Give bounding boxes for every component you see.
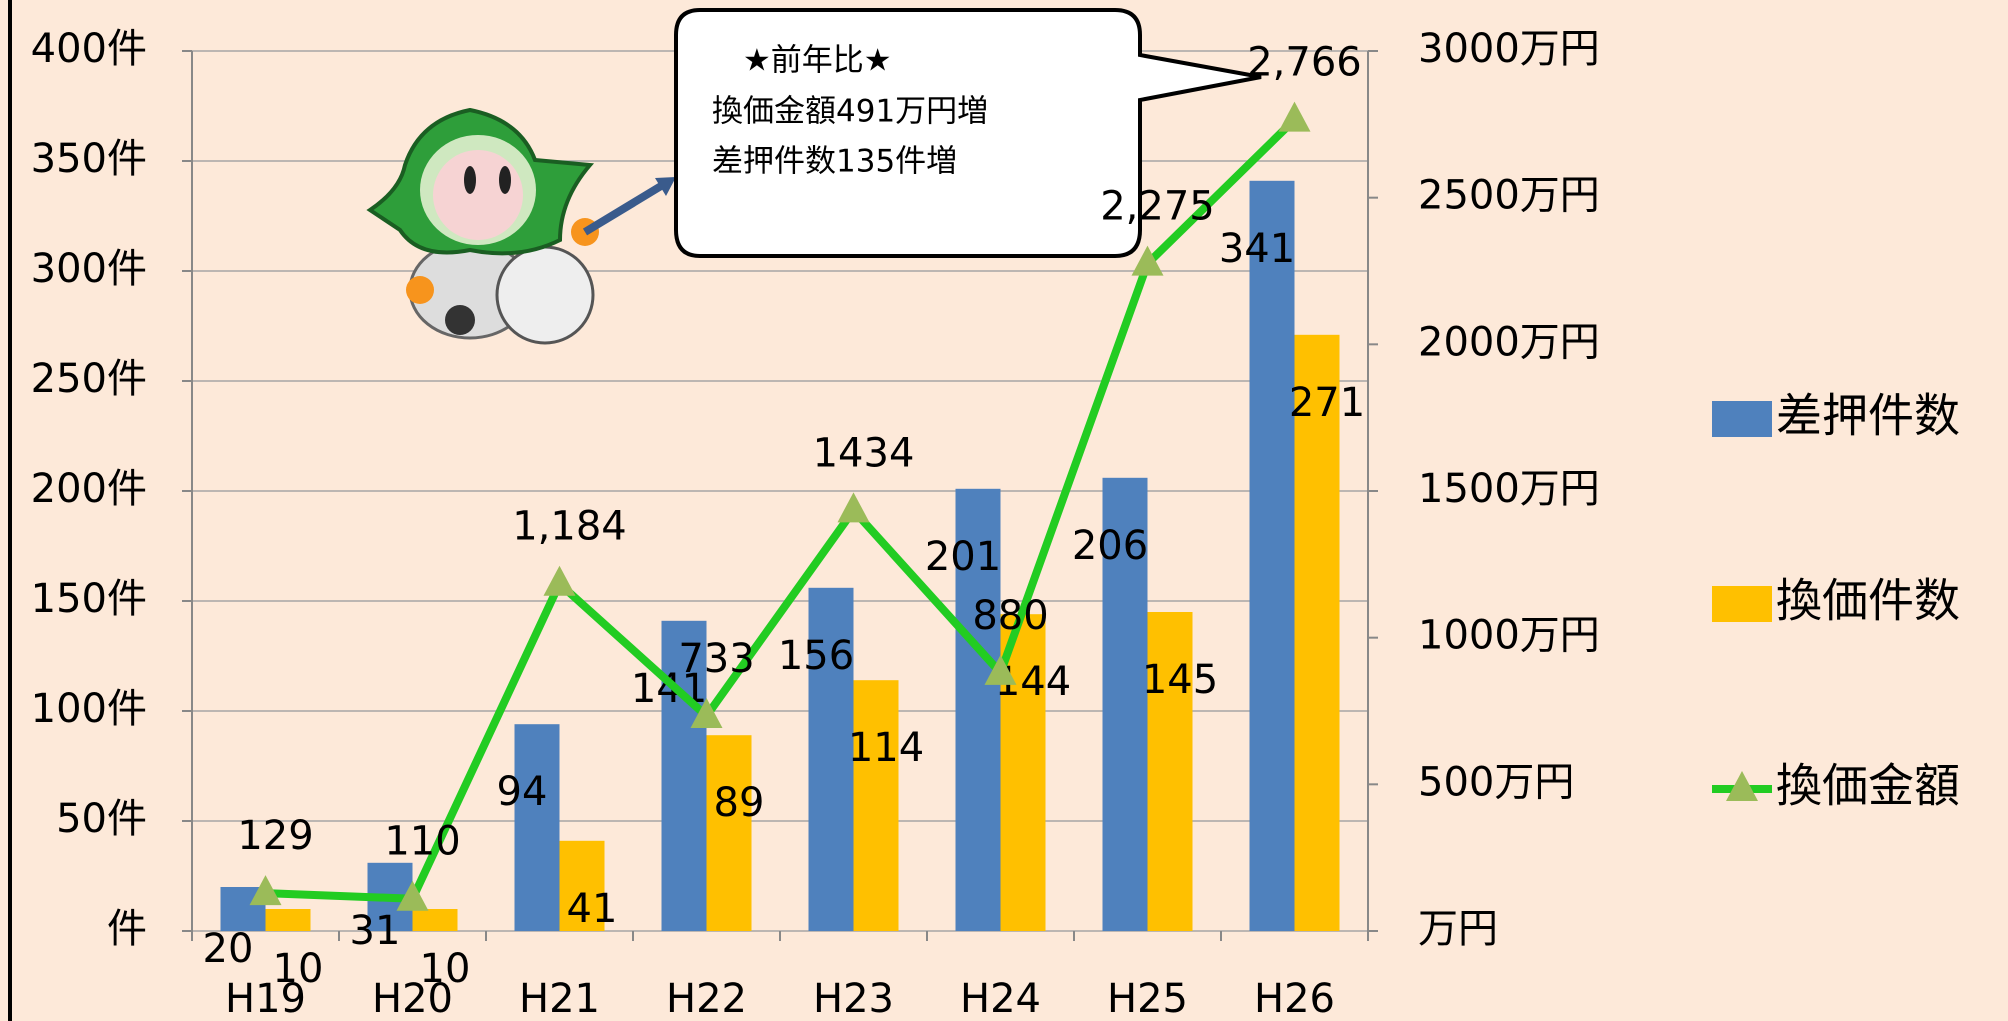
x-tick-label: H25 [1107, 976, 1188, 1021]
bar [854, 680, 899, 931]
data-label: 206 [1072, 523, 1148, 569]
data-label: 156 [778, 633, 854, 679]
data-label: 880 [972, 593, 1048, 639]
y-tick-label: 150件 [31, 576, 147, 622]
chart: ★前年比★ 換価金額491万円増 差押件数135件増 件 50件 100件 150件 2… [0, 0, 2008, 1021]
x-tick-label: H23 [813, 976, 894, 1021]
data-label: 1,184 [512, 504, 627, 550]
bar [707, 735, 752, 931]
bar [1250, 181, 1295, 931]
x-tick-label: H26 [1254, 976, 1335, 1021]
annotation: ★前年比★ [743, 43, 892, 79]
data-label: 2,275 [1100, 184, 1215, 230]
y2-tick-label: 500万円 [1418, 759, 1574, 805]
x-tick-label: H22 [666, 976, 747, 1021]
y-tick-label: 350件 [31, 136, 147, 182]
y-tick-label: 50件 [56, 796, 147, 842]
data-label: 145 [1142, 657, 1218, 703]
y-tick-label: 件 [107, 906, 147, 952]
y2-tick-label: 万円 [1418, 906, 1498, 952]
y-tick-label: 200件 [31, 466, 147, 512]
data-label: 1434 [813, 430, 915, 476]
bar [413, 909, 458, 931]
x-tick-label: H24 [960, 976, 1041, 1021]
data-label: 271 [1289, 380, 1365, 426]
legend-label: 差押件数 [1776, 389, 1960, 443]
bar [515, 724, 560, 931]
y2-tick-label: 3000万円 [1418, 26, 1600, 72]
data-label: 733 [678, 636, 754, 682]
annotation: 差押件数135件増 [712, 144, 957, 180]
y2-tick-label: 1500万円 [1418, 466, 1600, 512]
data-label: 114 [848, 725, 924, 771]
bar [266, 909, 311, 931]
y2-tick-label: 2000万円 [1418, 319, 1600, 365]
data-label: 341 [1219, 226, 1295, 272]
data-label: 110 [384, 819, 460, 865]
legend-swatch [1712, 586, 1772, 622]
data-label: 2,766 [1247, 40, 1362, 86]
data-label: 10 [420, 946, 471, 992]
y-tick-label: 100件 [31, 686, 147, 732]
y2-tick-label: 1000万円 [1418, 613, 1600, 659]
legend-label: 換価金額 [1776, 759, 1960, 813]
data-label: 31 [350, 908, 401, 954]
legend-label: 換価件数 [1776, 574, 1960, 628]
x-tick-label: H21 [519, 976, 600, 1021]
data-label: 129 [237, 813, 313, 859]
annotation: 換価金額491万円増 [712, 94, 988, 130]
y-tick-label: 400件 [31, 26, 147, 72]
y2-tick-label: 2500万円 [1418, 173, 1600, 219]
data-label: 10 [273, 946, 324, 992]
data-label: 94 [497, 769, 548, 815]
legend-swatch [1712, 401, 1772, 437]
data-label: 20 [203, 926, 254, 972]
data-label: 41 [567, 886, 618, 932]
y-tick-label: 300件 [31, 246, 147, 292]
y-tick-label: 250件 [31, 356, 147, 402]
data-label: 201 [925, 534, 1001, 580]
data-label: 89 [714, 780, 765, 826]
